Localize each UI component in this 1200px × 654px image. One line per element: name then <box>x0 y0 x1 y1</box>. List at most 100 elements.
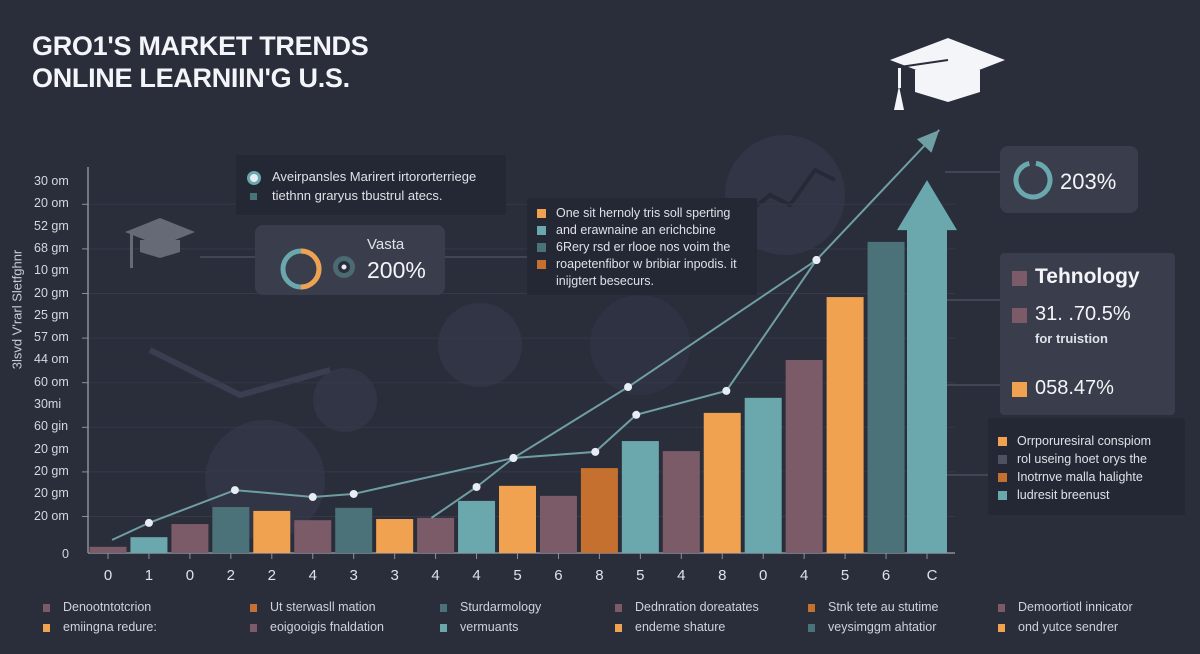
page-title: GRO1'S MARKET TRENDS ONLINE LEARNIIN'G U… <box>32 30 369 94</box>
bar <box>662 451 700 553</box>
x-tick-label: 0 <box>759 567 768 584</box>
note-line: roapetenfibor w bribiar inpodis. it <box>537 257 737 271</box>
legend-label: Denootntotcrion <box>63 600 152 614</box>
top-note-line: Aveirpansles Marirert irtororterriege <box>272 169 477 184</box>
legend-swatch-icon <box>615 623 622 632</box>
note-line: ludresit breenust <box>998 488 1109 502</box>
note-text: inijgtert besecurs. <box>556 274 654 288</box>
x-tick-label: 6 <box>881 567 891 584</box>
y-tick-label: 20 gm <box>34 486 69 501</box>
legend-swatch-icon <box>43 623 50 632</box>
legend-item: emiingna redure: <box>43 620 157 634</box>
legend-label: endeme shature <box>635 620 726 634</box>
ring-stat-value: 203% <box>1060 169 1117 194</box>
x-tick-label: 4 <box>308 567 317 584</box>
legend-square-icon <box>998 437 1007 447</box>
note-text: Orrporuresiral conspiom <box>1017 434 1152 448</box>
bar <box>89 546 127 553</box>
x-tick-label: 4 <box>472 567 481 584</box>
note-text: 6Rery rsd er rlooe nos voim the <box>556 240 731 254</box>
bar <box>335 507 373 553</box>
donut-chart-icon <box>280 248 322 290</box>
legend-swatch-icon <box>998 623 1005 632</box>
legend-swatch-icon <box>998 603 1005 612</box>
legend-square-icon <box>537 260 546 270</box>
legend-square-icon <box>998 455 1007 465</box>
x-tick-label: 4 <box>431 567 440 584</box>
data-point <box>591 447 600 456</box>
legend-item: Stnk tete au stutime <box>808 600 938 614</box>
bar <box>499 485 536 553</box>
legend-item: eoigooigis fnaldation <box>250 620 384 634</box>
donut-chart-icon <box>1013 160 1053 200</box>
y-tick-label: 60 gin <box>34 419 69 434</box>
data-point <box>308 493 317 502</box>
y-tick-label: 30 om <box>34 174 69 188</box>
legend-swatch-icon <box>250 603 257 612</box>
y-tick-label: 44 om <box>34 352 69 367</box>
note-line: inijgtert besecurs. <box>537 274 654 288</box>
note-line: Inotrnve malla halighte <box>998 470 1143 484</box>
data-point <box>624 383 633 392</box>
x-tick-label: 2 <box>226 567 236 584</box>
y-tick-label: 68 gm <box>34 240 69 255</box>
bar <box>703 412 741 553</box>
note-line: Orrporuresiral conspiom <box>998 434 1151 448</box>
data-point <box>230 486 239 495</box>
bar <box>744 397 782 553</box>
ring-stat-card: 203% <box>1000 146 1138 213</box>
vasta-stat-card: Vasta 200% <box>255 225 445 295</box>
x-tick-label: 0 <box>103 567 113 584</box>
bar <box>785 360 823 553</box>
legend-label: Stnk tete au stutime <box>828 600 939 614</box>
note-text: ludresit breenust <box>1017 488 1110 502</box>
legend-label: veysimggm ahtatior <box>828 620 937 634</box>
title-line-1: GRO1'S MARKET TRENDS <box>32 31 369 61</box>
note-text: One sit hernoly tris soll sperting <box>556 206 731 220</box>
vasta-value: 200% <box>367 257 426 283</box>
target-icon <box>333 256 355 278</box>
callout-connectors <box>200 171 1000 476</box>
legend-item: Demoortiotl innicator <box>998 600 1133 614</box>
legend-swatch-icon <box>615 603 622 612</box>
data-point <box>144 518 153 527</box>
technology-value-1: 31. .70.5% <box>1035 303 1131 325</box>
y-tick-label: 52 gm <box>34 218 69 233</box>
y-tick-label: 30mi <box>34 397 62 411</box>
top-note-line: tiethnn graryus tbustrul atecs. <box>272 188 443 203</box>
bar <box>130 537 168 553</box>
y-tick-label: 20 om <box>34 508 69 523</box>
x-tick-label: 5 <box>636 567 645 584</box>
x-tick-label: 3 <box>349 567 358 584</box>
y-tick-label: 25 gm <box>34 307 69 322</box>
x-tick-label: 5 <box>840 567 850 584</box>
y-tick-label: 20 gm <box>34 463 69 478</box>
legend-swatch-icon <box>43 603 50 612</box>
y-tick-label: 57 om <box>34 330 69 345</box>
bar <box>580 468 618 553</box>
legend-square-icon <box>1012 382 1027 397</box>
middle-note-callout: One sit hernoly tris soll sperting and er… <box>527 198 757 295</box>
bar <box>621 441 659 553</box>
legend-swatch-icon <box>440 623 447 632</box>
technology-card: Tehnology 31. .70.5% for truistion 058.4… <box>1000 253 1175 415</box>
note-line: rol useing hoet orys the <box>998 452 1147 466</box>
bar <box>867 241 905 553</box>
up-arrow-icon <box>897 180 957 553</box>
legend-item: ond yutce sendrer <box>998 620 1118 634</box>
target-icon <box>247 171 261 185</box>
bar <box>539 495 577 553</box>
bar <box>376 519 414 553</box>
bar <box>212 507 250 553</box>
legend-item: veysimggm ahtatior <box>808 620 936 634</box>
x-tick-label: 0 <box>185 567 195 584</box>
note-text: and erawnaine an erichcbine <box>556 223 716 237</box>
x-tick-label: C <box>926 567 938 584</box>
title-line-2: ONLINE LEARNIIN'G U.S. <box>32 63 350 93</box>
x-tick-label: 4 <box>799 567 809 584</box>
x-tick-label: 4 <box>677 567 686 584</box>
bar <box>417 517 455 553</box>
y-tick-label: 0 <box>62 547 69 561</box>
data-point <box>632 410 641 419</box>
